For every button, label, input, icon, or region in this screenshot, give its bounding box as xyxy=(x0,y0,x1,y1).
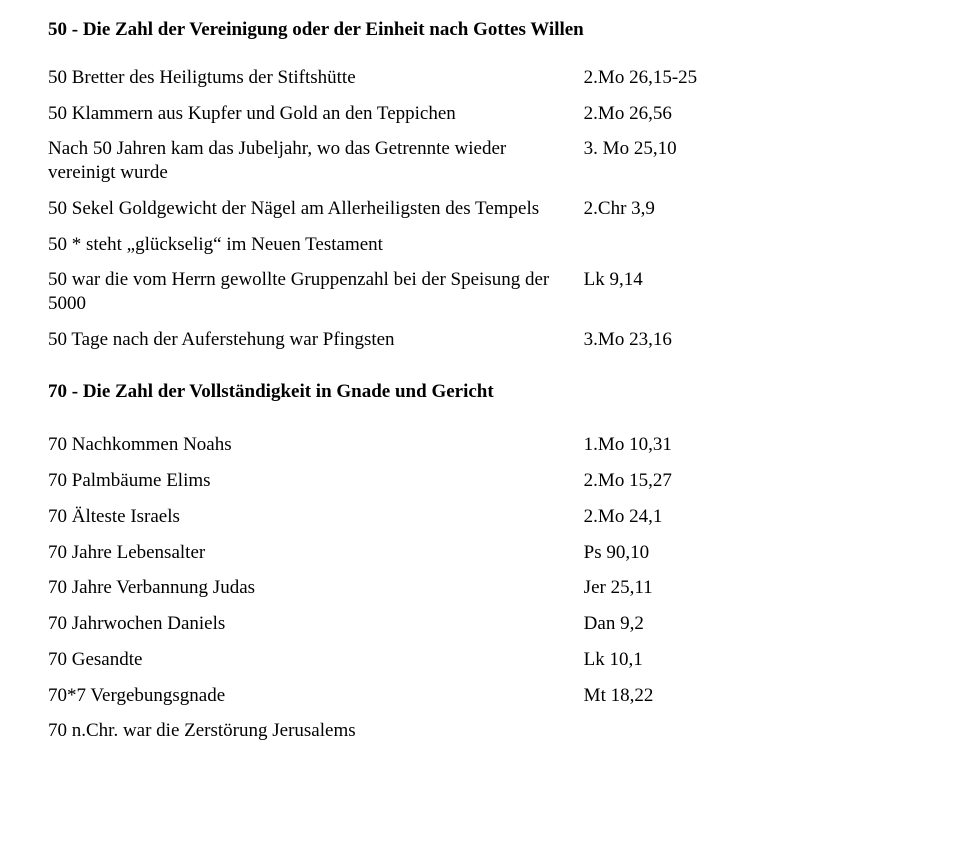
row-left: 70 Nachkommen Noahs xyxy=(48,427,584,463)
row-left: 50 Sekel Goldgewicht der Nägel am Allerh… xyxy=(48,191,584,227)
row-left: 70*7 Vergebungsgnade xyxy=(48,678,584,714)
row-right: Dan 9,2 xyxy=(584,606,912,642)
row-left: 50 * steht „glückselig“ im Neuen Testame… xyxy=(48,227,584,263)
row-left: 70 Gesandte xyxy=(48,642,584,678)
row-right: Ps 90,10 xyxy=(584,535,912,571)
row-right: Mt 18,22 xyxy=(584,678,912,714)
table-row: 70*7 Vergebungsgnade Mt 18,22 xyxy=(48,678,912,714)
row-right xyxy=(584,713,912,749)
table-row: 70 Jahre Verbannung Judas Jer 25,11 xyxy=(48,570,912,606)
row-right: 3. Mo 25,10 xyxy=(584,131,912,191)
table-row: 70 Jahre Lebensalter Ps 90,10 xyxy=(48,535,912,571)
row-left: Nach 50 Jahren kam das Jubeljahr, wo das… xyxy=(48,131,584,191)
table-row: 70 Älteste Israels 2.Mo 24,1 xyxy=(48,499,912,535)
row-left: 70 Jahre Lebensalter xyxy=(48,535,584,571)
table-row: 70 Jahrwochen Daniels Dan 9,2 xyxy=(48,606,912,642)
table-row: Nach 50 Jahren kam das Jubeljahr, wo das… xyxy=(48,131,912,191)
row-left: 50 war die vom Herrn gewollte Gruppenzah… xyxy=(48,262,584,322)
table-row: 50 Klammern aus Kupfer und Gold an den T… xyxy=(48,96,912,132)
row-right: 2.Chr 3,9 xyxy=(584,191,912,227)
row-right: Jer 25,11 xyxy=(584,570,912,606)
table-row: 50 Bretter des Heiligtums der Stiftshütt… xyxy=(48,60,912,96)
row-right xyxy=(584,227,912,263)
section-50-table: 50 Bretter des Heiligtums der Stiftshütt… xyxy=(48,60,912,358)
table-row: 50 * steht „glückselig“ im Neuen Testame… xyxy=(48,227,912,263)
table-row: 70 n.Chr. war die Zerstörung Jerusalems xyxy=(48,713,912,749)
row-left: 70 n.Chr. war die Zerstörung Jerusalems xyxy=(48,713,584,749)
row-left: 70 Jahrwochen Daniels xyxy=(48,606,584,642)
section-70-table: 70 Nachkommen Noahs 1.Mo 10,31 70 Palmbä… xyxy=(48,427,912,749)
row-right: Lk 10,1 xyxy=(584,642,912,678)
row-right: 2.Mo 26,15-25 xyxy=(584,60,912,96)
row-right: Lk 9,14 xyxy=(584,262,912,322)
section-50-title: 50 - Die Zahl der Vereinigung oder der E… xyxy=(48,18,912,42)
table-row: 70 Palmbäume Elims 2.Mo 15,27 xyxy=(48,463,912,499)
table-row: 70 Nachkommen Noahs 1.Mo 10,31 xyxy=(48,427,912,463)
table-row: 50 war die vom Herrn gewollte Gruppenzah… xyxy=(48,262,912,322)
section-70-title: 70 - Die Zahl der Vollständigkeit in Gna… xyxy=(48,380,912,404)
table-row: 70 Gesandte Lk 10,1 xyxy=(48,642,912,678)
table-row: 50 Tage nach der Auferstehung war Pfings… xyxy=(48,322,912,358)
table-row: 50 Sekel Goldgewicht der Nägel am Allerh… xyxy=(48,191,912,227)
row-left: 50 Klammern aus Kupfer und Gold an den T… xyxy=(48,96,584,132)
row-left: 70 Palmbäume Elims xyxy=(48,463,584,499)
row-right: 2.Mo 26,56 xyxy=(584,96,912,132)
row-left: 50 Tage nach der Auferstehung war Pfings… xyxy=(48,322,584,358)
row-right: 2.Mo 15,27 xyxy=(584,463,912,499)
row-right: 3.Mo 23,16 xyxy=(584,322,912,358)
row-left: 50 Bretter des Heiligtums der Stiftshütt… xyxy=(48,60,584,96)
row-left: 70 Jahre Verbannung Judas xyxy=(48,570,584,606)
row-right: 1.Mo 10,31 xyxy=(584,427,912,463)
row-right: 2.Mo 24,1 xyxy=(584,499,912,535)
row-left: 70 Älteste Israels xyxy=(48,499,584,535)
